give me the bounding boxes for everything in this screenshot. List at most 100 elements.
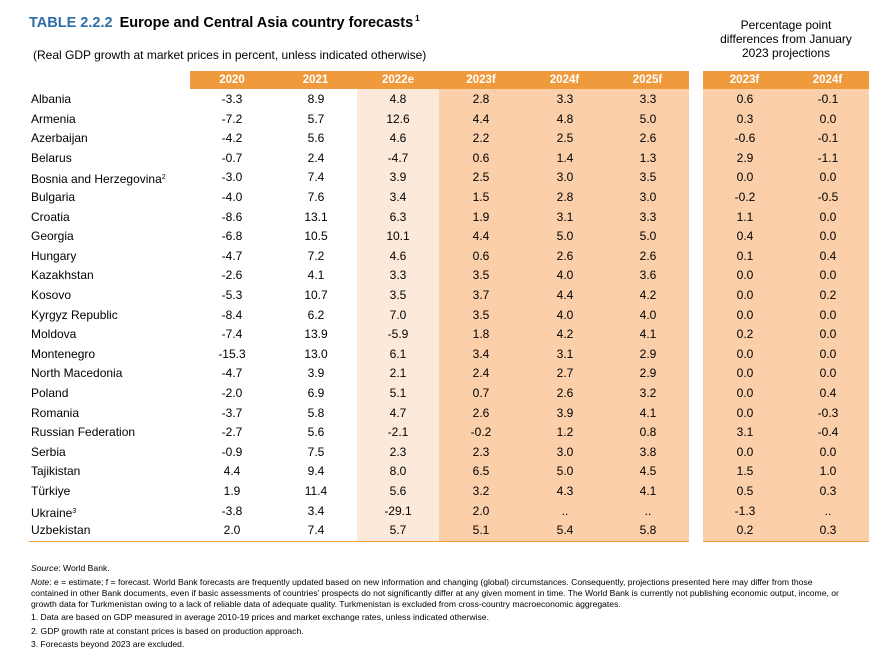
diff-cell-2023f: 1.5 — [736, 464, 754, 479]
country-name: Serbia — [31, 443, 66, 463]
value-cell-2023f: 2.3 — [472, 444, 490, 459]
value-cell-2023f: 2.2 — [472, 131, 490, 146]
table-row: Kosovo -5.3 10.7 3.5 3.7 4.4 4.2 0.0 0.2 — [0, 286, 888, 306]
country-label: Ukraine — [31, 505, 73, 520]
country-name: Tajikistan — [31, 462, 80, 482]
table-row: Belarus -0.7 2.4 -4.7 0.6 1.4 1.3 2.9 -1.1 — [0, 149, 888, 169]
value-cell-2024f: 4.3 — [556, 484, 574, 498]
value-cell-2020: -3.0 — [221, 170, 243, 185]
value-cell-2023f: 2.6 — [472, 405, 490, 420]
value-cell-2024f: 2.6 — [556, 248, 574, 263]
country-label: Albania — [31, 92, 72, 106]
value-cell-2022e: 7.0 — [389, 307, 407, 322]
diff-cell-2024f: 0.4 — [819, 248, 837, 263]
value-cell-2021: 10.5 — [304, 229, 328, 244]
diff-cell-2024f: 0.0 — [819, 268, 837, 283]
country-label: North Macedonia — [31, 366, 123, 381]
diff-cell-2024f: 0.3 — [819, 484, 837, 498]
value-cell-2025f: 3.2 — [639, 386, 657, 400]
diff-cell-2024f: 0.0 — [819, 444, 837, 459]
country-label: Montenegro — [31, 346, 96, 361]
country-name: Bosnia and Herzegovina2 — [31, 168, 166, 188]
table-bottom-rule — [29, 541, 689, 542]
value-cell-2020: -4.7 — [221, 366, 243, 381]
source-note: Source: World Bank. — [31, 563, 851, 574]
value-cell-2020: 4.4 — [223, 464, 241, 479]
table-title-text: Europe and Central Asia country forecast… — [119, 15, 414, 31]
table-row: Romania -3.7 5.8 4.7 2.6 3.9 4.1 0.0 -0.3 — [0, 404, 888, 424]
value-cell-2022e: -29.1 — [384, 503, 412, 518]
country-label: Bosnia and Herzegovina — [31, 172, 162, 187]
footnote-1: 1. Data are based on GDP measured in ave… — [31, 612, 489, 622]
header-bar-diff — [703, 71, 869, 89]
country-name: Azerbaijan — [31, 129, 88, 149]
value-cell-2023f: 4.4 — [472, 229, 490, 244]
value-cell-2023f: 3.5 — [472, 268, 490, 283]
value-cell-2022e: 5.1 — [389, 386, 407, 400]
value-cell-2022e: 8.0 — [389, 464, 407, 479]
country-name: Russian Federation — [31, 423, 135, 443]
country-name: Armenia — [31, 110, 76, 130]
col-header-diff-2023f: 2023f — [729, 74, 760, 86]
value-cell-2025f: 4.1 — [639, 327, 657, 342]
country-name: Georgia — [31, 227, 74, 247]
country-name: Moldova — [31, 325, 76, 345]
diff-cell-2024f: 1.0 — [819, 464, 837, 479]
diff-cell-2023f: 3.1 — [736, 425, 754, 440]
value-cell-2021: 2.4 — [307, 150, 325, 165]
value-cell-2020: -2.7 — [221, 425, 243, 440]
value-cell-2024f: 2.7 — [556, 366, 574, 381]
value-cell-2022e: 4.6 — [389, 131, 407, 146]
value-cell-2022e: -2.1 — [387, 425, 409, 440]
value-cell-2021: 6.2 — [307, 307, 325, 322]
country-name: Montenegro — [31, 345, 95, 365]
value-cell-2021: 13.1 — [304, 209, 328, 224]
country-name: Belarus — [31, 149, 72, 169]
table-row: Kyrgyz Republic -8.4 6.2 7.0 3.5 4.0 4.0 0.0 0.0 — [0, 306, 888, 326]
value-cell-2021: 7.4 — [307, 523, 325, 538]
diff-cell-2023f: -0.2 — [734, 190, 756, 204]
value-cell-2025f: 3.5 — [639, 170, 657, 185]
value-cell-2025f: 2.9 — [639, 346, 657, 361]
value-cell-2020: -4.2 — [221, 131, 243, 146]
diff-cell-2023f: 0.0 — [736, 386, 754, 400]
country-label: Serbia — [31, 444, 66, 459]
value-cell-2021: 13.0 — [304, 346, 328, 361]
value-cell-2020: 1.9 — [223, 484, 241, 498]
footnote-2: 2. GDP growth rate at constant prices is… — [31, 625, 304, 636]
country-label: Romania — [31, 405, 80, 420]
diff-bottom-rule — [703, 541, 869, 542]
value-cell-2025f: 3.3 — [639, 92, 657, 106]
value-cell-2024f: 5.0 — [556, 229, 574, 244]
diff-cell-2024f: 0.4 — [819, 386, 837, 400]
diff-cell-2023f: 0.1 — [736, 248, 754, 263]
value-cell-2023f: 3.7 — [472, 288, 490, 302]
value-cell-2025f: 4.0 — [639, 307, 657, 322]
country-label: Bulgaria — [31, 190, 76, 204]
value-cell-2020: -2.0 — [221, 386, 243, 400]
value-cell-2023f: 4.4 — [472, 111, 490, 126]
ppd-header-line-1: Percentage point — [740, 18, 832, 32]
ppd-header-line-3: 2023 projections — [741, 46, 831, 60]
value-cell-2025f: 2.9 — [639, 366, 657, 381]
country-name: Poland — [31, 384, 68, 404]
diff-cell-2024f: 0.0 — [819, 229, 837, 244]
value-cell-2020: -0.7 — [221, 150, 243, 165]
value-cell-2025f: 5.8 — [639, 523, 657, 538]
diff-cell-2023f: 0.0 — [736, 307, 754, 322]
value-cell-2024f: 1.4 — [556, 150, 574, 165]
diff-cell-2024f: -1.1 — [817, 150, 839, 165]
table-row: Azerbaijan -4.2 5.6 4.6 2.2 2.5 2.6 -0.6 -0.1 — [0, 129, 888, 149]
footnote-3: 3. Forecasts beyond 2023 are excluded. — [31, 639, 185, 649]
table-row: Uzbekistan 2.0 7.4 5.7 5.1 5.4 5.8 0.2 0.3 — [0, 521, 888, 541]
col-header-2025f: 2025f — [632, 74, 663, 86]
value-cell-2023f: 3.5 — [472, 307, 490, 322]
value-cell-2023f: 1.9 — [472, 209, 490, 224]
table-row: Kazakhstan -2.6 4.1 3.3 3.5 4.0 3.6 0.0 0.0 — [0, 266, 888, 286]
diff-cell-2024f: -0.1 — [817, 131, 839, 146]
table-row: Ukraine3 -3.8 3.4 -29.1 2.0.... -1.3.. — [0, 502, 888, 522]
value-cell-2025f: 4.1 — [639, 405, 657, 420]
country-label: Azerbaijan — [31, 131, 88, 146]
value-cell-2024f: 3.0 — [556, 444, 574, 459]
ppd-header-line-2: differences from January — [720, 32, 852, 46]
